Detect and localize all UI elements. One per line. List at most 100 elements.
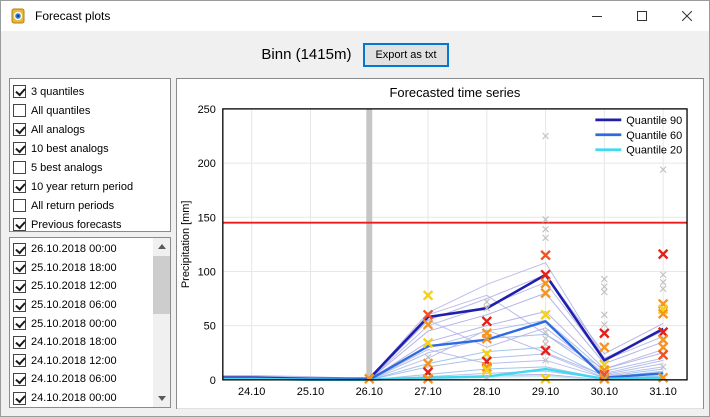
- legend-label: Quantile 90: [626, 115, 682, 127]
- analog-x-marker: [657, 326, 669, 338]
- analog-x-marker: [422, 309, 434, 321]
- analog-x-marker: [542, 216, 549, 223]
- checkbox-icon[interactable]: [13, 279, 26, 293]
- checkbox-label: 24.10.2018 00:00: [31, 392, 117, 405]
- display-options-panel: 3 quantiles All quantiles All analogs 10 be…: [9, 78, 171, 232]
- export-as-txt-button[interactable]: Export as txt: [363, 42, 449, 67]
- forecast-date-row[interactable]: 25.10.2018 12:00: [13, 277, 153, 296]
- option-row[interactable]: 5 best analogs: [13, 158, 170, 177]
- analog-x-marker: [540, 249, 551, 261]
- triangle-up-icon: [157, 244, 166, 249]
- analog-x-marker: [422, 358, 434, 369]
- analog-x-marker: [542, 132, 549, 140]
- checkbox-icon[interactable]: [13, 391, 26, 405]
- analog-x-marker: [422, 337, 434, 349]
- window-title: Forecast plots: [35, 9, 111, 23]
- forecast-date-row[interactable]: 26.10.2018 00:00: [13, 240, 153, 259]
- analog-x-marker: [422, 373, 434, 384]
- checkbox-label: 25.10.2018 12:00: [31, 280, 117, 293]
- checkbox-icon[interactable]: [13, 372, 26, 386]
- checkbox-icon[interactable]: [13, 104, 26, 117]
- option-row[interactable]: 10 year return period: [13, 177, 170, 196]
- maximize-icon: [636, 11, 647, 21]
- checkbox-label: 25.10.2018 18:00: [31, 261, 117, 274]
- forecast-date-row[interactable]: 24.10.2018 06:00: [13, 370, 153, 389]
- checkbox-icon[interactable]: [13, 354, 26, 368]
- dates-checkbox-list: 26.10.2018 00:00 25.10.2018 18:00 25.10.20…: [13, 240, 153, 407]
- analog-x-marker: [657, 372, 669, 383]
- x-tick-label: 26.10: [356, 386, 383, 398]
- caption-buttons: [574, 1, 709, 31]
- forecast-date-row[interactable]: 24.10.2018 12:00: [13, 352, 153, 371]
- forecast-date-row[interactable]: 25.10.2018 06:00: [13, 296, 153, 315]
- forecast-date-row[interactable]: 24.10.2018 00:00: [13, 389, 153, 408]
- checkbox-icon[interactable]: [13, 218, 26, 231]
- close-button[interactable]: [664, 1, 709, 31]
- y-tick-label: 100: [198, 266, 216, 278]
- analog-x-marker: [540, 373, 551, 384]
- checkbox-label: 3 quantiles: [31, 85, 85, 98]
- minimize-icon: [591, 16, 602, 17]
- station-name: Binn (1415m): [261, 46, 352, 63]
- checkbox-label: 5 best analogs: [31, 161, 103, 174]
- forecast-start-bar: [366, 108, 373, 380]
- checkbox-icon[interactable]: [13, 123, 26, 136]
- x-tick-label: 25.10: [297, 386, 324, 398]
- x-tick-label: 27.10: [414, 386, 441, 398]
- options-checkbox-list: 3 quantiles All quantiles All analogs 10 be…: [13, 82, 170, 234]
- checkbox-icon[interactable]: [13, 298, 26, 312]
- option-row[interactable]: 10 best analogs: [13, 139, 170, 158]
- plot-frame: [222, 108, 688, 381]
- analog-x-marker: [659, 363, 667, 371]
- option-row[interactable]: All return periods: [13, 196, 170, 215]
- analog-x-marker: [540, 287, 551, 299]
- analog-x-marker: [481, 333, 493, 344]
- maximize-button[interactable]: [619, 1, 664, 31]
- analog-x-marker: [600, 311, 608, 319]
- forecast-date-row[interactable]: 24.10.2018 18:00: [13, 333, 153, 352]
- chart-panel: 0 50 100 150 200 250 24.10 25.10 26.10 27.10 28.10…: [176, 78, 704, 409]
- checkbox-icon[interactable]: [13, 242, 26, 256]
- analog-x-marker: [659, 166, 667, 173]
- x-tick-label: 30.10: [591, 386, 618, 398]
- checkbox-icon[interactable]: [13, 261, 26, 275]
- analog-x-marker: [542, 335, 549, 343]
- chart-title: Forecasted time series: [389, 85, 520, 100]
- checkbox-label: 10 best analogs: [31, 142, 109, 155]
- option-row[interactable]: 3 quantiles: [13, 82, 170, 101]
- checkbox-label: 10 year return period: [31, 180, 134, 193]
- forecast-date-row[interactable]: 25.10.2018 18:00: [13, 259, 153, 278]
- x-tick-label: 31.10: [649, 386, 676, 398]
- forecast-date-row[interactable]: 25.10.2018 00:00: [13, 314, 153, 333]
- scrollbar-thumb[interactable]: [153, 256, 170, 314]
- option-row[interactable]: All analogs: [13, 120, 170, 139]
- dates-scrollbar[interactable]: [153, 238, 170, 407]
- checkbox-label: All quantiles: [31, 104, 91, 117]
- y-tick-label: 150: [198, 212, 216, 224]
- analog-x-marker: [540, 309, 551, 321]
- analog-x-marker: [422, 319, 434, 330]
- scroll-down-button[interactable]: [153, 390, 170, 407]
- analog-x-marker: [481, 316, 493, 327]
- option-row[interactable]: Previous forecasts: [13, 215, 170, 234]
- checkbox-label: Previous forecasts: [31, 218, 122, 231]
- checkbox-icon[interactable]: [13, 161, 26, 174]
- checkbox-icon[interactable]: [13, 335, 26, 349]
- checkbox-icon[interactable]: [13, 199, 26, 212]
- checkbox-icon[interactable]: [13, 142, 26, 155]
- analog-x-marker: [483, 304, 491, 312]
- checkbox-icon[interactable]: [13, 317, 26, 331]
- checkbox-icon[interactable]: [13, 85, 26, 98]
- scroll-up-button[interactable]: [153, 238, 170, 255]
- analog-x-marker: [657, 308, 669, 319]
- analog-x-marker: [659, 278, 667, 286]
- analog-x-marker: [599, 328, 610, 339]
- checkbox-label: 24.10.2018 18:00: [31, 336, 117, 349]
- checkbox-icon[interactable]: [13, 180, 26, 193]
- option-row[interactable]: All quantiles: [13, 101, 170, 120]
- y-axis-label: Precipitation [mm]: [180, 201, 192, 289]
- analog-x-marker: [424, 353, 432, 361]
- app-icon: [11, 8, 25, 24]
- minimize-button[interactable]: [574, 1, 619, 31]
